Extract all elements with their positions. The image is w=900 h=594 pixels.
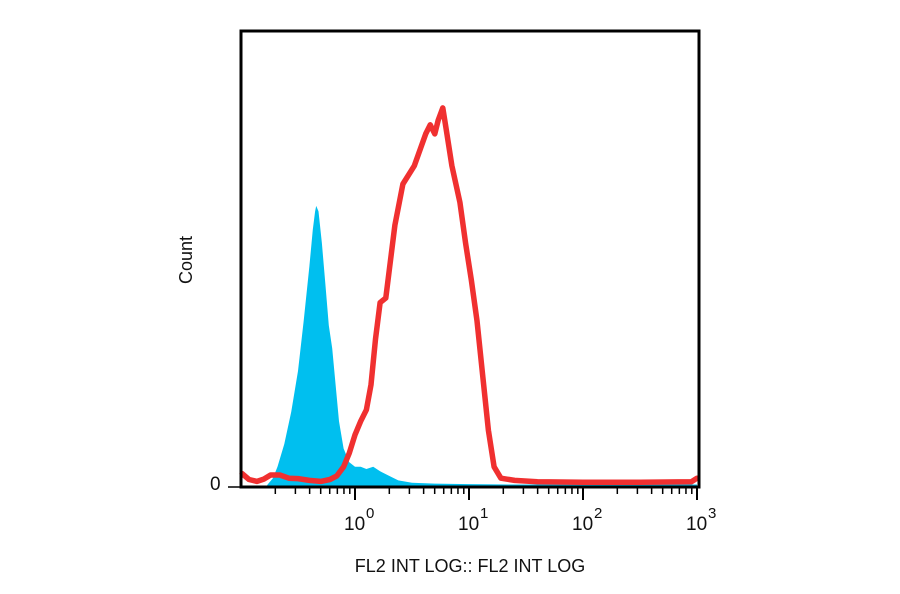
x-tick-label-10-3: 10 3 bbox=[686, 505, 716, 535]
svg-text:0: 0 bbox=[366, 505, 374, 522]
plot-frame bbox=[239, 29, 701, 489]
stained-line-histogram bbox=[239, 105, 700, 486]
x-tick-label-10-0: 10 0 bbox=[344, 505, 374, 535]
series-layer bbox=[239, 105, 700, 486]
x-axis-ticks bbox=[274, 488, 698, 500]
svg-text:10: 10 bbox=[686, 514, 707, 535]
y-axis-title: Count bbox=[176, 236, 196, 284]
x-axis-title: FL2 INT LOG:: FL2 INT LOG bbox=[355, 556, 585, 576]
isotype-filled-histogram bbox=[267, 205, 697, 486]
svg-text:10: 10 bbox=[458, 514, 479, 535]
x-tick-label-10-2: 10 2 bbox=[572, 505, 602, 535]
x-tick-label-10-1: 10 1 bbox=[458, 505, 488, 535]
svg-text:10: 10 bbox=[572, 514, 593, 535]
svg-text:2: 2 bbox=[594, 505, 602, 522]
svg-text:1: 1 bbox=[480, 505, 488, 522]
y-tick-label-0: 0 bbox=[210, 474, 221, 495]
svg-text:3: 3 bbox=[708, 505, 716, 522]
svg-text:10: 10 bbox=[344, 514, 365, 535]
